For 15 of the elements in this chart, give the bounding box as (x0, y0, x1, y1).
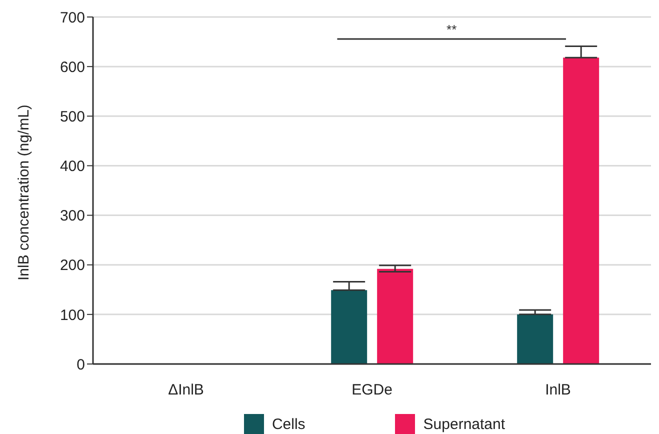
legend-label: Cells (270, 414, 306, 434)
y-tick-label: 0 (76, 356, 85, 374)
y-tick-label: 300 (60, 208, 85, 225)
y-tick-label: 400 (60, 158, 85, 176)
y-tick-label: 100 (60, 306, 85, 324)
y-tick-label: 200 (60, 257, 85, 274)
x-tick-label: ΔInlB (168, 382, 204, 399)
legend-label: Supernatant (422, 414, 506, 434)
y-tick-label: 700 (60, 9, 85, 26)
x-tick-label: InlB (545, 382, 571, 399)
annotation: ** (446, 22, 457, 37)
x-tick-label: EGDe (352, 382, 392, 399)
y-tick-label: 500 (60, 108, 85, 126)
y-axis-title: InlB concentration (ng/mL) (15, 104, 32, 280)
y-tick-label: 600 (60, 58, 85, 76)
